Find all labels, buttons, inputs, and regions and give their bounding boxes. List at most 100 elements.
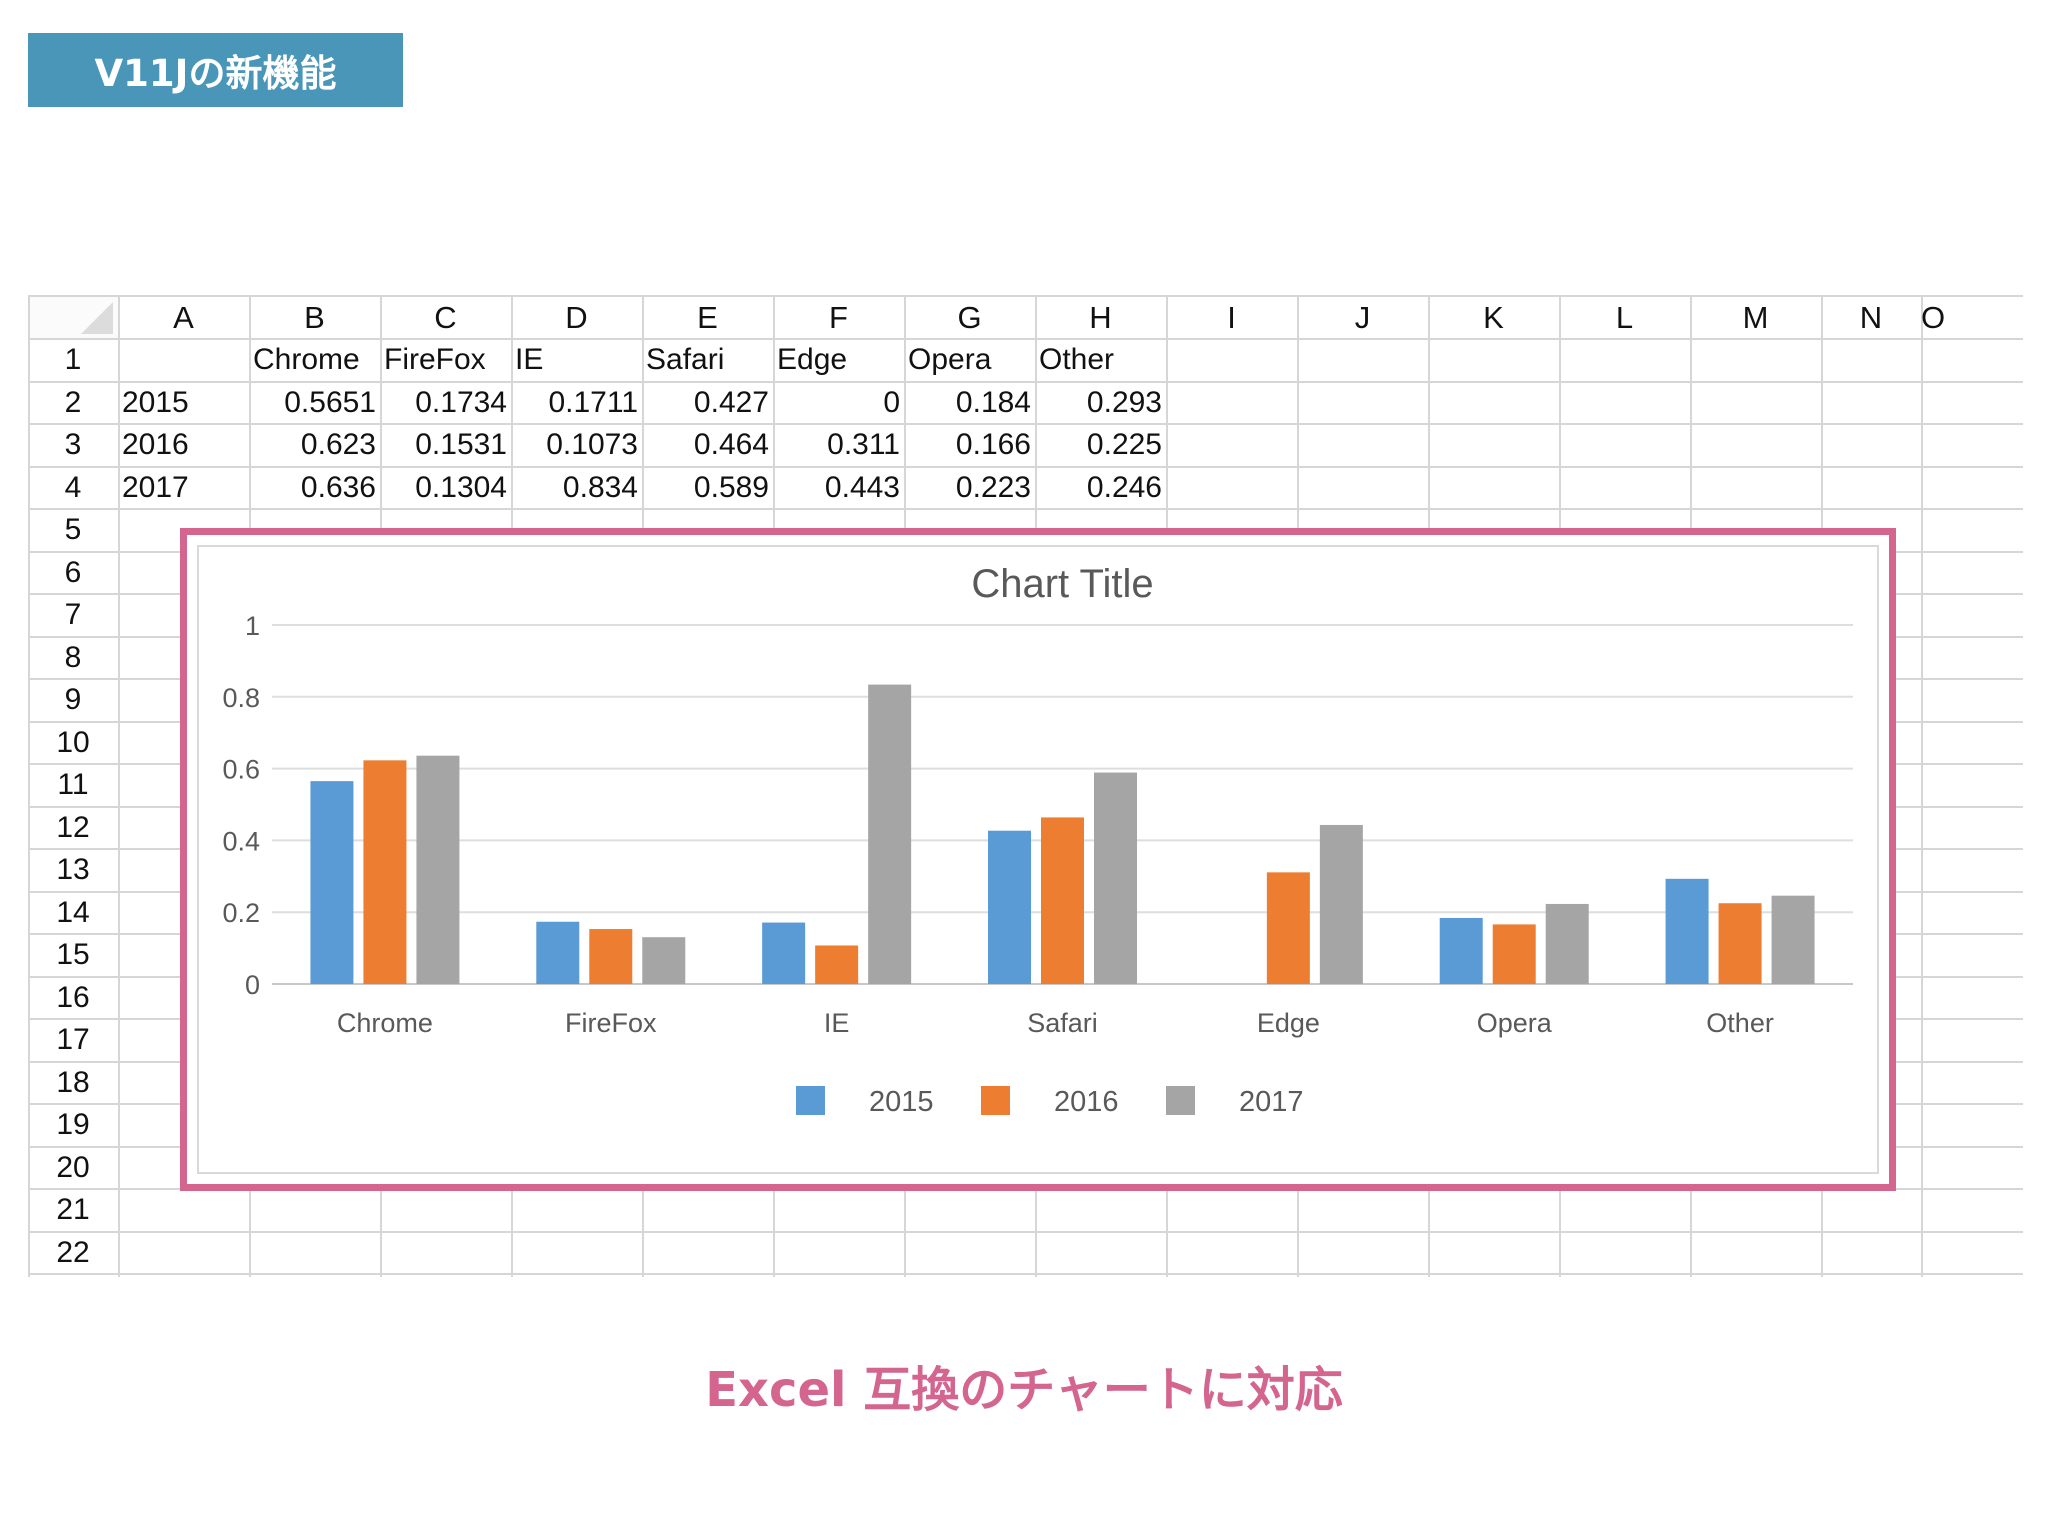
cell-c4[interactable]: 0.1304 bbox=[415, 470, 507, 504]
row-header-17[interactable]: 17 bbox=[56, 1023, 90, 1056]
cell-c3[interactable]: 0.1531 bbox=[415, 428, 507, 461]
column-header-g[interactable]: G bbox=[957, 300, 982, 335]
bar-2016-other bbox=[1718, 903, 1762, 984]
cell-f4[interactable]: 0.443 bbox=[824, 470, 900, 504]
row-header-4[interactable]: 4 bbox=[64, 470, 82, 504]
cell-d2[interactable]: 0.1711 bbox=[548, 385, 638, 419]
cell-g3[interactable]: 0.166 bbox=[955, 428, 1031, 461]
row-header-12[interactable]: 12 bbox=[56, 810, 90, 844]
grid-row-line bbox=[28, 1230, 2023, 1233]
cell-b1[interactable]: Chrome bbox=[253, 343, 360, 376]
grid-row-line bbox=[28, 338, 2023, 340]
cell-b2[interactable]: 0.5651 bbox=[284, 385, 376, 419]
bar-2017-other bbox=[1771, 895, 1815, 984]
legend-label: 2015 bbox=[869, 1086, 934, 1118]
row-header-14[interactable]: 14 bbox=[56, 895, 90, 929]
cell-h1[interactable]: Other bbox=[1039, 343, 1115, 376]
feature-badge: V11Jの新機能 bbox=[28, 33, 403, 107]
row-header-19[interactable]: 19 bbox=[56, 1108, 90, 1141]
cell-a4[interactable]: 2017 bbox=[122, 470, 189, 504]
row-header-7[interactable]: 7 bbox=[64, 598, 82, 631]
column-header-f[interactable]: F bbox=[829, 300, 848, 335]
y-tick-label: 1 bbox=[245, 611, 260, 641]
cell-f3[interactable]: 0.311 bbox=[827, 428, 900, 461]
row-header-18[interactable]: 18 bbox=[56, 1065, 90, 1099]
cell-g1[interactable]: Opera bbox=[908, 343, 992, 376]
cell-e1[interactable]: Safari bbox=[646, 343, 725, 376]
column-header-b[interactable]: B bbox=[304, 300, 325, 335]
column-header-m[interactable]: M bbox=[1742, 300, 1769, 335]
row-header-2[interactable]: 2 bbox=[64, 385, 82, 419]
column-header-o[interactable]: O bbox=[1921, 300, 1946, 335]
column-header-d[interactable]: D bbox=[565, 300, 588, 335]
row-header-1[interactable]: 1 bbox=[64, 343, 82, 376]
cell-f2[interactable]: 0 bbox=[883, 385, 900, 419]
embedded-chart[interactable]: Chart Title 0 0.2 0.4 0.6 0.8 1 Chrome FireFox IE… bbox=[197, 545, 1879, 1174]
bar-2015-ie bbox=[762, 922, 806, 984]
row-header-6[interactable]: 6 bbox=[64, 555, 82, 589]
y-tick-label: 0.8 bbox=[222, 683, 260, 713]
column-header-h[interactable]: H bbox=[1089, 300, 1112, 335]
x-category-label: Opera bbox=[1477, 1008, 1553, 1038]
column-header-c[interactable]: C bbox=[434, 300, 457, 335]
row-header-11[interactable]: 11 bbox=[57, 768, 89, 801]
chart-title: Chart Title bbox=[971, 562, 1153, 606]
row-header-21[interactable]: 21 bbox=[56, 1193, 90, 1226]
cell-h3[interactable]: 0.225 bbox=[1086, 428, 1162, 461]
row-header-5[interactable]: 5 bbox=[64, 513, 82, 546]
footer-caption: Excel 互換のチャートに対応 bbox=[705, 1362, 1343, 1418]
column-header-i[interactable]: I bbox=[1227, 300, 1236, 335]
cell-e2[interactable]: 0.427 bbox=[693, 385, 769, 419]
bar-2016-safari bbox=[1041, 817, 1084, 984]
cell-e3[interactable]: 0.464 bbox=[693, 428, 769, 461]
bar-2015-chrome bbox=[310, 781, 354, 984]
cell-h4[interactable]: 0.246 bbox=[1086, 470, 1162, 504]
bar-2017-opera bbox=[1545, 903, 1589, 984]
grid-top-line bbox=[28, 295, 2023, 297]
legend-swatch-2017 bbox=[1166, 1086, 1195, 1115]
cell-h2[interactable]: 0.293 bbox=[1086, 385, 1162, 419]
cell-b3[interactable]: 0.623 bbox=[300, 428, 376, 461]
cell-d1[interactable]: IE bbox=[515, 343, 544, 376]
cell-c1[interactable]: FireFox bbox=[384, 343, 486, 376]
row-header-22[interactable]: 22 bbox=[56, 1235, 90, 1269]
y-tick-label: 0.4 bbox=[222, 826, 260, 856]
bar-2017-safari bbox=[1094, 772, 1137, 984]
cell-c2[interactable]: 0.1734 bbox=[415, 385, 507, 419]
cell-f1[interactable]: Edge bbox=[777, 343, 848, 376]
row-header-3[interactable]: 3 bbox=[64, 428, 82, 461]
grid-column-line bbox=[1921, 295, 1923, 1277]
cell-g4[interactable]: 0.223 bbox=[955, 470, 1031, 504]
row-header-13[interactable]: 13 bbox=[56, 853, 90, 886]
x-category-label: Chrome bbox=[337, 1008, 433, 1038]
row-header-15[interactable]: 15 bbox=[56, 938, 90, 971]
column-header-n[interactable]: N bbox=[1859, 300, 1883, 335]
column-header-k[interactable]: K bbox=[1483, 300, 1504, 335]
cell-e4[interactable]: 0.589 bbox=[693, 470, 769, 504]
row-header-8[interactable]: 8 bbox=[64, 640, 82, 674]
select-all-triangle-icon bbox=[81, 302, 113, 334]
cell-d4[interactable]: 0.834 bbox=[562, 470, 638, 504]
grid-column-line bbox=[28, 295, 30, 1277]
cell-g2[interactable]: 0.184 bbox=[955, 385, 1031, 419]
row-header-16[interactable]: 16 bbox=[56, 980, 90, 1014]
row-header-9[interactable]: 9 bbox=[64, 683, 82, 716]
column-header-a[interactable]: A bbox=[173, 300, 194, 335]
bar-2017-edge bbox=[1319, 824, 1363, 984]
cell-a2[interactable]: 2015 bbox=[122, 385, 189, 419]
cell-d3[interactable]: 0.1073 bbox=[546, 428, 638, 461]
x-category-label: IE bbox=[824, 1008, 850, 1038]
row-header-20[interactable]: 20 bbox=[56, 1150, 90, 1184]
cell-b4[interactable]: 0.636 bbox=[300, 470, 376, 504]
bar-2015-other bbox=[1665, 878, 1709, 984]
row-header-10[interactable]: 10 bbox=[56, 725, 90, 759]
grid-row-line bbox=[28, 508, 2023, 510]
grid-row-line bbox=[28, 423, 2023, 425]
column-header-e[interactable]: E bbox=[697, 300, 718, 335]
column-header-l[interactable]: L bbox=[1615, 300, 1634, 335]
bar-2016-firefox bbox=[589, 929, 633, 984]
cell-a3[interactable]: 2016 bbox=[122, 428, 189, 461]
select-all-corner[interactable] bbox=[28, 295, 118, 338]
grid-column-line bbox=[118, 295, 120, 1277]
column-header-j[interactable]: J bbox=[1354, 300, 1371, 335]
